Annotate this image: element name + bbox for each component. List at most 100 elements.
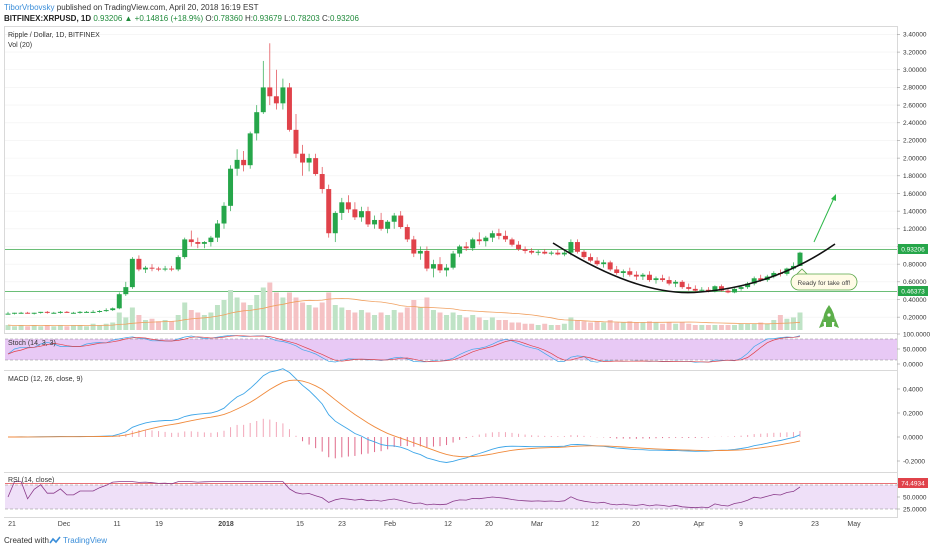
volume-bar bbox=[398, 312, 404, 330]
volume-bar bbox=[280, 297, 286, 330]
candle-body bbox=[38, 311, 44, 313]
candle-body bbox=[345, 202, 351, 210]
svg-text:0.46373: 0.46373 bbox=[901, 289, 925, 296]
volume-bar bbox=[601, 322, 607, 330]
candle-body bbox=[286, 87, 292, 130]
time-axis[interactable]: 21 Dec 11 19 2018 15 23 Feb 12 20 Mar 12 20 Apr 9 23 May bbox=[8, 521, 861, 528]
candle-body bbox=[594, 260, 600, 265]
date-tick-label: 20 bbox=[485, 521, 493, 528]
volume-bar bbox=[234, 297, 240, 330]
volume-bar bbox=[555, 325, 561, 330]
volume-bar bbox=[673, 323, 679, 330]
volume-bar bbox=[614, 322, 620, 330]
date-tick-label: 19 bbox=[155, 521, 163, 528]
volume-bar bbox=[718, 325, 724, 330]
candle-body bbox=[411, 239, 417, 254]
chart-canvas[interactable]: Ready for take off! Ripple / Dollar, 1D,… bbox=[0, 26, 932, 531]
volume-bar bbox=[44, 325, 50, 330]
date-tick-label: 12 bbox=[444, 521, 452, 528]
high-value: 0.93679 bbox=[253, 14, 282, 23]
date-tick-label: 2018 bbox=[218, 521, 234, 528]
candle-body bbox=[444, 267, 450, 271]
volume-bar bbox=[535, 325, 541, 330]
volume-bar bbox=[97, 325, 103, 330]
candle-body bbox=[182, 239, 188, 258]
volume-bar bbox=[457, 315, 463, 330]
symbol-label: BITFINEX:XRPUSD, 1D bbox=[4, 14, 92, 23]
candle-body bbox=[601, 262, 607, 265]
volume-bar bbox=[156, 321, 162, 330]
rsi-tick-label: 25.0000 bbox=[903, 506, 927, 513]
price-tick-label: 2.80000 bbox=[903, 85, 927, 92]
volume-bar bbox=[267, 282, 273, 330]
chart-header: TiborVrbovsky published on TradingView.c… bbox=[0, 0, 932, 26]
volume-bar bbox=[352, 312, 358, 330]
volume-bar bbox=[326, 292, 332, 330]
candle-body bbox=[90, 311, 96, 313]
open-value: 0.78360 bbox=[213, 14, 243, 23]
candle-body bbox=[470, 239, 476, 249]
volume-bar bbox=[339, 307, 345, 330]
candle-body bbox=[666, 280, 672, 284]
volume-bar bbox=[522, 323, 528, 330]
volume-bar bbox=[313, 307, 319, 330]
candle-body bbox=[84, 311, 90, 313]
volume-bar bbox=[110, 322, 116, 330]
candle-body bbox=[208, 237, 214, 243]
volume-bar bbox=[502, 320, 508, 330]
volume-bar bbox=[411, 300, 417, 330]
date-tick-label: Dec bbox=[58, 521, 71, 528]
low-value: 0.78203 bbox=[290, 14, 320, 23]
volume-bar bbox=[25, 326, 31, 330]
macd-tick-label: -0.2000 bbox=[903, 458, 925, 465]
candle-body bbox=[391, 215, 397, 222]
volume-bar bbox=[214, 305, 220, 330]
volume-bar bbox=[686, 323, 692, 330]
volume-bar bbox=[509, 322, 515, 330]
candle-body bbox=[319, 174, 325, 190]
stoch-tick-label: 50.0000 bbox=[903, 346, 927, 353]
candle-body bbox=[201, 242, 207, 244]
volume-bar bbox=[712, 325, 718, 330]
volume-bar bbox=[568, 317, 574, 330]
volume-bar bbox=[437, 312, 443, 330]
tradingview-link[interactable]: TradingView bbox=[63, 536, 108, 545]
candle-body bbox=[581, 251, 587, 258]
candle-body bbox=[142, 267, 148, 270]
rsi-value-tag: 74.4934 bbox=[898, 478, 928, 488]
volume-bar bbox=[12, 326, 18, 330]
volume-ma-line bbox=[7, 297, 801, 327]
candle-body bbox=[228, 168, 234, 206]
annotation-callout[interactable]: Ready for take off! bbox=[790, 268, 858, 291]
date-tick-label: 23 bbox=[811, 521, 819, 528]
publish-info: TiborVrbovsky published on TradingView.c… bbox=[4, 2, 259, 13]
candle-body bbox=[70, 312, 76, 314]
volume-bar bbox=[607, 320, 613, 330]
rounding-bottom-curve bbox=[552, 242, 836, 294]
volume-bar bbox=[241, 302, 247, 330]
candle-body bbox=[365, 211, 371, 225]
candle-body bbox=[221, 205, 227, 224]
candle-body bbox=[430, 264, 436, 269]
volume-bar bbox=[470, 315, 476, 330]
candle-body bbox=[64, 311, 70, 313]
candle-body bbox=[195, 242, 201, 244]
close-value: 0.93206 bbox=[329, 14, 359, 23]
price-tick-label: 2.20000 bbox=[903, 138, 927, 145]
published-text: published on TradingView.com, April 20, … bbox=[56, 3, 259, 12]
volume-bar bbox=[332, 305, 338, 330]
price-tick-label: 1.40000 bbox=[903, 208, 927, 215]
candle-body bbox=[516, 244, 522, 250]
candle-body bbox=[745, 283, 751, 288]
stoch-tick-label: 0.0000 bbox=[903, 361, 923, 368]
candle-body bbox=[502, 235, 508, 240]
volume-bar bbox=[594, 321, 600, 330]
candle-body bbox=[476, 239, 482, 242]
price-tick-label: 2.00000 bbox=[903, 155, 927, 162]
candle-body bbox=[103, 310, 109, 312]
author-link[interactable]: TiborVrbovsky bbox=[4, 3, 55, 12]
volume-bar bbox=[306, 305, 312, 330]
price-axis[interactable]: 3.40000 3.20000 3.00000 2.80000 2.60000 2.400… bbox=[897, 32, 927, 322]
candle-body bbox=[450, 253, 456, 268]
volume-bar bbox=[548, 325, 554, 330]
